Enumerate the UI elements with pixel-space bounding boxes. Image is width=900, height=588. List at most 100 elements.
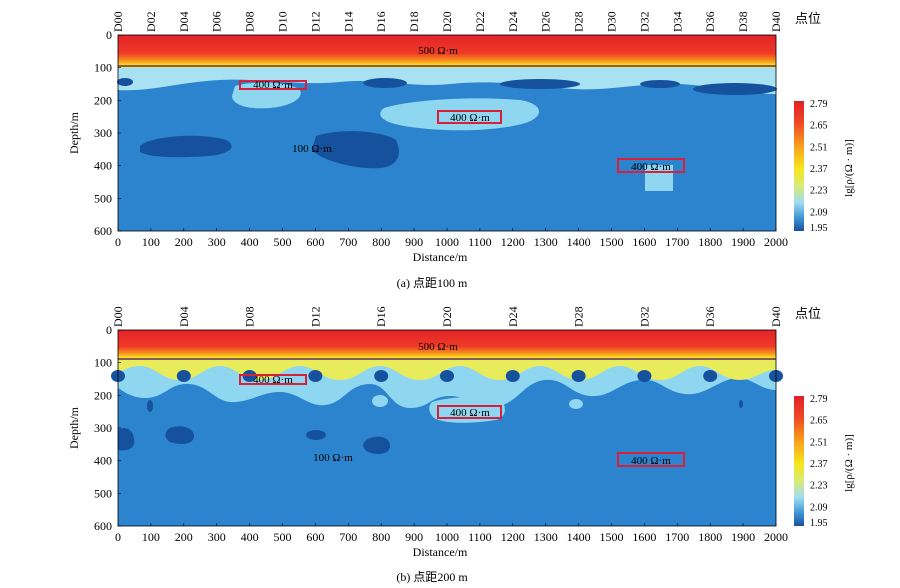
ytick-label: 600	[94, 224, 112, 238]
xtick-label: 1800	[698, 530, 722, 544]
panel-b-station-header: 点位	[795, 306, 821, 321]
xtick-label: 700	[339, 235, 357, 249]
ytick-label: 100	[94, 61, 112, 75]
panel-a-colorbar-ticks: 2.79 2.65 2.51 2.37 2.23 2.09 1.95	[810, 99, 828, 234]
xtick-label: 2000	[764, 530, 788, 544]
panel-b-xlabel: Distance/m	[413, 545, 468, 559]
xtick-label: 1700	[665, 530, 689, 544]
panel-a-marker-box	[239, 80, 307, 90]
ytick-label: 100	[94, 356, 112, 370]
panel-b-ytick-labels: 0 100 200 300 400 500 600	[94, 323, 121, 533]
panel-b-marker-box	[239, 374, 307, 385]
colorbar-tick-label: 2.09	[810, 502, 828, 513]
panel-a-anomaly-c	[645, 165, 673, 191]
colorbar-tick-label: 2.79	[810, 394, 828, 405]
xtick-label: 1600	[632, 530, 656, 544]
station-label: D28	[572, 11, 586, 32]
station-label: D02	[144, 11, 158, 32]
panel-a-marker-box	[617, 158, 685, 173]
colorbar-tick-label: 2.65	[810, 121, 828, 132]
panel-a-low-body	[140, 135, 232, 158]
panel-a-annotation-boxb: 400 Ω·m	[450, 112, 490, 124]
panel-b-low-body	[147, 400, 153, 412]
panel-b-low-bumps	[111, 370, 783, 382]
panel-a-marker-box	[437, 110, 502, 124]
xtick-label: 1100	[468, 235, 492, 249]
station-label: D26	[539, 11, 553, 32]
panel-b-annotation-boxb: 400 Ω·m	[450, 407, 490, 419]
station-label: D06	[210, 11, 224, 32]
station-label: D34	[670, 11, 684, 32]
panel-b-low-body	[363, 436, 390, 454]
panel-a-station-labels: D00 D02 D04 D06 D08 D10 D12 D14 D16 D18 D20 D22 D24 D…	[111, 11, 783, 32]
xtick-label: 400	[241, 235, 259, 249]
xtick-label: 300	[208, 235, 226, 249]
panel-b-annotation-top: 500 Ω·m	[418, 341, 458, 353]
station-label: D30	[605, 11, 619, 32]
panel-b-colorbar	[794, 396, 804, 526]
xtick-label: 1200	[501, 530, 525, 544]
panel-b-high-layer	[118, 330, 776, 360]
panel-a-colorbar-label: lg[ρ/(Ω · m)]	[843, 139, 855, 197]
panel-b-xtick-labels: 0 100 200 300 400 500 600 700 800 900 1000 1100 1200…	[115, 523, 788, 544]
station-label: D36	[703, 306, 717, 327]
ytick-label: 300	[94, 126, 112, 140]
xtick-label: 1800	[698, 235, 722, 249]
station-label: D16	[374, 11, 388, 32]
panel-a: 500 Ω·m 400 Ω·m 400 Ω·m 400 Ω·m 100 Ω·m …	[67, 11, 855, 290]
station-label: D08	[243, 11, 257, 32]
colorbar-tick-label: 2.65	[810, 416, 828, 427]
station-label: D12	[308, 11, 322, 32]
station-label: D08	[243, 306, 257, 327]
station-label: D12	[308, 306, 322, 327]
panel-b-low-body	[118, 428, 135, 451]
colorbar-tick-label: 2.23	[810, 186, 828, 197]
xtick-label: 300	[208, 530, 226, 544]
panel-b-low-body	[165, 426, 194, 444]
panel-a-annotation-top: 500 Ω·m	[418, 45, 458, 57]
xtick-label: 500	[274, 530, 292, 544]
panel-a-low-lens	[640, 80, 680, 88]
station-label: D38	[736, 11, 750, 32]
xtick-label: 1900	[731, 235, 755, 249]
panel-b-annotation-low: 100 Ω·m	[313, 452, 353, 464]
colorbar-tick-label: 2.09	[810, 207, 828, 218]
low-bump	[440, 370, 454, 382]
low-bump	[308, 370, 323, 382]
xtick-label: 1400	[567, 530, 591, 544]
station-label: D16	[374, 306, 388, 327]
panel-a-colorbar	[794, 101, 804, 231]
xtick-label: 800	[372, 235, 390, 249]
station-label: D40	[769, 11, 783, 32]
station-label: D28	[572, 306, 586, 327]
low-bump	[637, 370, 652, 382]
colorbar-tick-label: 2.37	[810, 164, 828, 175]
xtick-label: 900	[405, 235, 423, 249]
xtick-label: 600	[306, 235, 324, 249]
colorbar-tick-label: 2.51	[810, 142, 828, 153]
low-bump	[571, 370, 586, 382]
station-label: D20	[440, 306, 454, 327]
panel-a-annotation-boxa: 400 Ω·m	[253, 79, 293, 91]
panel-a-ylabel: Depth/m	[67, 111, 81, 154]
panel-a-low-body	[312, 131, 399, 169]
colorbar-tick-label: 2.23	[810, 481, 828, 492]
ytick-label: 500	[94, 191, 112, 205]
station-label: D04	[177, 11, 191, 32]
ytick-label: 400	[94, 454, 112, 468]
panel-b-caption: (b) 点距200 m	[396, 570, 468, 584]
xtick-label: 1600	[632, 235, 656, 249]
ytick-label: 400	[94, 159, 112, 173]
panel-a-annotation-boxc: 400 Ω·m	[631, 161, 671, 173]
ytick-label: 0	[106, 28, 112, 42]
panel-b-annotation-boxc: 400 Ω·m	[631, 455, 671, 467]
station-label: D14	[341, 11, 355, 32]
panel-a-xlabel: Distance/m	[413, 250, 468, 264]
station-label: D18	[407, 11, 421, 32]
xtick-label: 1000	[435, 530, 459, 544]
xtick-label: 1300	[534, 530, 558, 544]
panel-b-colorbar-label: lg[ρ/(Ω · m)]	[843, 434, 855, 492]
panel-a-transition-band	[118, 66, 776, 94]
station-label: D24	[506, 11, 520, 32]
